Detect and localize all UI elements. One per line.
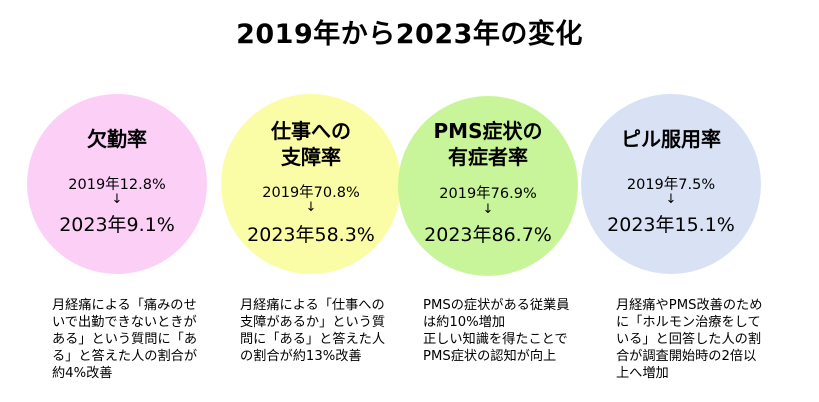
circle-work-impact-rate [221,94,401,274]
circle-absence-rate [27,94,207,274]
pms-symptom-rate-2023: 2023年86.7% [424,224,552,246]
absence-rate-2023: 2023年9.1% [59,214,175,236]
work-impact-rate-note: 月経痛による「仕事への 支障があるか」という質 問に「ある」と答えた人 の割合が… [240,298,386,364]
pms-symptom-rate-label: PMS症状の 有症者率 [433,119,543,169]
pms-symptom-rate-2019: 2019年76.9% [439,186,537,202]
circle-pms-symptom-rate [398,96,578,276]
pill-usage-rate-note: 月経痛やPMS改善のため に「ホルモン治療をして いる」と回答した人の割 合が調… [616,298,763,381]
page-title: 2019年から2023年の変化 [236,19,583,50]
work-impact-rate-label: 仕事への 支障率 [271,119,351,169]
absence-rate-note: 月経痛による「痛みのせ いで出勤できないときが ある」という質問に「あ る」と答… [52,298,198,381]
work-impact-rate-2023: 2023年58.3% [247,224,375,246]
pms-symptom-rate-arrow: ↓ [482,202,494,217]
pill-usage-rate-arrow: ↓ [665,192,677,207]
absence-rate-2019: 2019年12.8% [68,177,166,193]
work-impact-rate-2019: 2019年70.8% [262,185,360,201]
pill-usage-rate-2019: 2019年7.5% [626,177,716,193]
pill-usage-rate-2023: 2023年15.1% [607,214,735,236]
circle-pill-usage-rate [581,94,761,274]
work-impact-rate-arrow: ↓ [305,200,317,215]
absence-rate-arrow: ↓ [111,192,123,207]
pms-symptom-rate-note: PMSの症状がある従業員 は約10%増加 正しい知識を得たことで PMS症状の認… [423,298,570,364]
pill-usage-rate-label: ピル服用率 [621,127,721,151]
absence-rate-label: 欠勤率 [87,127,147,151]
